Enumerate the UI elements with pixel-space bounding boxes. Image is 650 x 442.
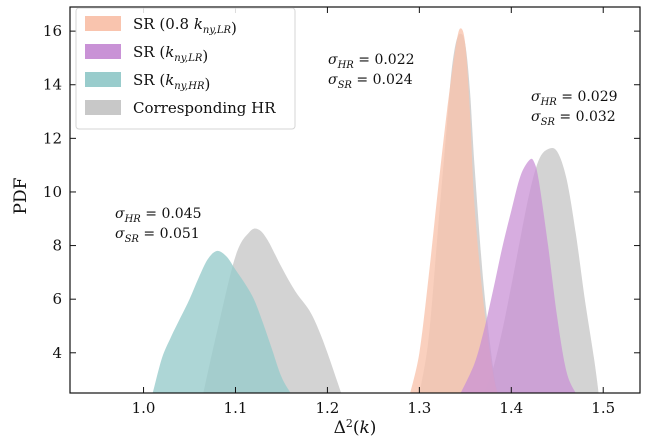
legend-swatch-2 [85,72,121,87]
x-tick-label-4: 1.4 [499,399,523,417]
annotation-hr-left: σHR = 0.045 [115,206,202,225]
y-tick-label-2: 8 [52,237,62,255]
annotation-sr-right: σSR = 0.032 [531,109,616,128]
x-tick-label-3: 1.3 [407,399,431,417]
plot-frame [69,6,641,394]
axes-layer [69,6,641,394]
legend-swatch-1 [85,44,121,59]
area-sr-k-ny-hr-5 [152,250,291,393]
y-axis-label: PDF [11,177,31,214]
y-tick-label-4: 12 [43,129,62,147]
x-tick-label-2: 1.2 [315,399,339,417]
annotation-sr-mid: σSR = 0.024 [328,72,413,91]
legend-label-3: Corresponding HR [133,99,276,117]
y-tick-label-5: 14 [43,76,62,94]
series-layer [152,28,599,394]
legend-swatch-3 [85,100,121,115]
legend-items: SR (0.8 kny,LR) SR (kny,LR) SR (kny,HR) Cor… [85,15,276,117]
legend-label-2: SR (kny,HR) [133,71,210,93]
area-sr-k-ny-lr-4 [460,158,576,393]
annotation-hr-mid: σHR = 0.022 [328,52,415,71]
ticks-layer: 1.0 1.1 1.2 1.3 1.4 1.5 4 6 8 10 12 14 16 [43,7,640,417]
legend: SR (0.8 kny,LR) SR (kny,LR) SR (kny,HR) Cor… [75,7,296,130]
y-tick-label-6: 16 [43,22,62,40]
y-tick-label-1: 6 [52,290,62,308]
area-sr-0-8-k-ny-lr-3 [410,28,498,394]
x-tick-label-0: 1.0 [132,399,156,417]
x-axis-label: Δ2(k) [334,417,377,438]
legend-swatch-0 [85,16,121,31]
y-tick-label-3: 10 [43,183,62,201]
x-tick-label-5: 1.5 [591,399,615,417]
x-tick-label-1: 1.1 [224,399,248,417]
annotation-hr-right: σHR = 0.029 [531,89,618,108]
y-tick-label-0: 4 [52,344,62,362]
legend-label-1: SR (kny,LR) [133,43,208,65]
legend-label-0: SR (0.8 kny,LR) [133,15,237,37]
annotation-sr-left: σSR = 0.051 [115,226,200,245]
legend-frame [75,7,296,130]
